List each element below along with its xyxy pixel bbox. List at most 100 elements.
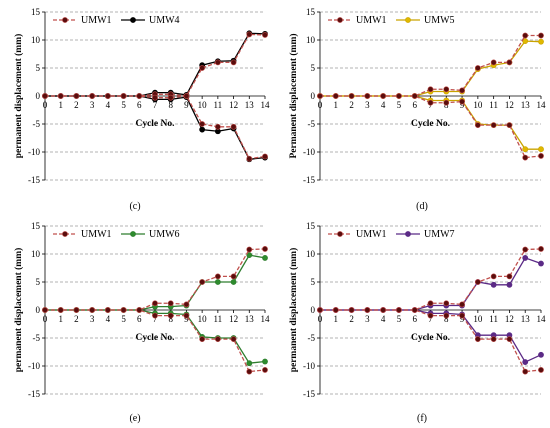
panel-caption: (c): [129, 201, 140, 212]
data-point-umw1: [474, 122, 481, 129]
data-point-umw1: [459, 312, 465, 319]
data-point-umw1: [262, 246, 268, 252]
data-point-umw1: [73, 307, 80, 313]
data-point-umw1: [167, 300, 174, 307]
x-tick-label: 1: [58, 314, 63, 324]
legend-marker-umw6: [130, 231, 136, 237]
data-point-umw1: [380, 307, 387, 313]
data-point-umw1: [348, 307, 355, 313]
data-point-umw5: [522, 146, 529, 153]
y-tick-label: 10: [31, 35, 41, 45]
data-point-umw1: [538, 367, 544, 373]
data-point-umw1: [522, 246, 529, 253]
x-tick-label: 10: [198, 314, 208, 324]
legend-marker-umw5: [405, 17, 411, 23]
data-point-umw1: [332, 307, 339, 313]
x-tick-label: 2: [74, 100, 79, 110]
series-line-umw1-upper: [45, 33, 266, 97]
data-point-umw1: [490, 336, 497, 343]
data-point-umw1: [522, 154, 529, 161]
data-point-umw7: [522, 359, 529, 365]
legend-marker-umw7: [405, 231, 411, 237]
data-point-umw1: [230, 273, 237, 280]
data-point-umw1: [183, 301, 190, 308]
data-point-umw1: [317, 93, 323, 99]
data-point-umw1: [89, 307, 96, 313]
legend-marker-umw1: [337, 17, 343, 23]
y-tick-label: -5: [308, 119, 316, 129]
legend-label-umw6: UMW6: [149, 229, 180, 240]
data-point-umw1: [183, 312, 190, 319]
x-tick-label: 6: [137, 100, 142, 110]
data-point-umw1: [364, 307, 371, 313]
x-tick-label: 2: [74, 314, 79, 324]
chart-panel-d: -15-10-505101501234567891011121314Cycle …: [288, 7, 546, 212]
y-axis-label: permanent displacement (mm): [288, 248, 299, 373]
x-axis-label: Cycle No.: [411, 333, 450, 343]
data-point-umw1: [490, 273, 497, 280]
x-tick-label: 4: [381, 314, 386, 324]
legend-label-umw1: UMW1: [81, 15, 112, 26]
data-point-umw1: [490, 122, 497, 129]
y-tick-label: 15: [31, 7, 41, 17]
legend-label-umw4: UMW4: [149, 15, 180, 26]
data-point-umw1: [136, 93, 143, 99]
x-tick-label: 12: [505, 314, 514, 324]
x-tick-label: 3: [365, 100, 370, 110]
data-point-umw5: [538, 38, 544, 45]
data-point-umw1: [230, 123, 237, 130]
y-tick-label: 0: [311, 91, 316, 101]
y-tick-label: 15: [31, 221, 41, 231]
legend-label-umw1: UMW1: [81, 229, 112, 240]
legend-label-umw7: UMW7: [424, 229, 455, 240]
x-tick-label: 9: [460, 314, 465, 324]
data-point-umw1: [262, 367, 268, 373]
data-point-umw1: [459, 98, 465, 105]
data-point-umw1: [459, 87, 465, 94]
data-point-umw1: [120, 93, 127, 99]
data-point-umw1: [427, 99, 434, 106]
y-tick-label: -5: [308, 333, 316, 343]
x-axis-label: Cycle No.: [135, 333, 174, 343]
data-point-umw1: [246, 31, 253, 38]
x-tick-label: 5: [121, 100, 126, 110]
y-tick-label: 10: [306, 35, 316, 45]
data-point-umw5: [538, 146, 544, 153]
x-tick-label: 13: [245, 100, 255, 110]
legend-label-umw5: UMW5: [424, 15, 455, 26]
x-axis-label: Cycle No.: [411, 119, 450, 129]
data-point-umw1: [332, 93, 339, 99]
data-point-umw1: [152, 312, 158, 319]
data-point-umw1: [522, 368, 529, 375]
y-axis-label: permanent displacement (mm): [13, 248, 24, 373]
x-tick-label: 7: [428, 314, 433, 324]
x-tick-label: 8: [168, 100, 173, 110]
data-point-umw1: [443, 86, 450, 93]
x-tick-label: 1: [334, 100, 339, 110]
x-tick-label: 8: [444, 314, 449, 324]
data-point-umw1: [506, 122, 513, 129]
data-point-umw1: [262, 32, 268, 38]
y-tick-label: 5: [311, 63, 316, 73]
legend-marker-umw1: [337, 231, 343, 237]
data-point-umw1: [214, 336, 221, 343]
x-tick-label: 11: [214, 100, 223, 110]
y-tick-label: -15: [28, 175, 40, 185]
data-point-umw1: [167, 312, 174, 319]
data-point-umw1: [214, 123, 221, 130]
x-tick-label: 6: [412, 100, 417, 110]
data-point-umw1: [538, 246, 544, 252]
y-tick-label: 0: [36, 305, 41, 315]
data-point-umw1: [246, 368, 253, 375]
x-tick-label: 13: [521, 100, 531, 110]
data-point-umw1: [427, 312, 434, 319]
x-tick-label: 1: [334, 314, 339, 324]
data-point-umw1: [364, 93, 371, 99]
y-tick-label: -10: [28, 361, 40, 371]
x-tick-label: 5: [121, 314, 126, 324]
data-point-umw7: [538, 260, 544, 267]
